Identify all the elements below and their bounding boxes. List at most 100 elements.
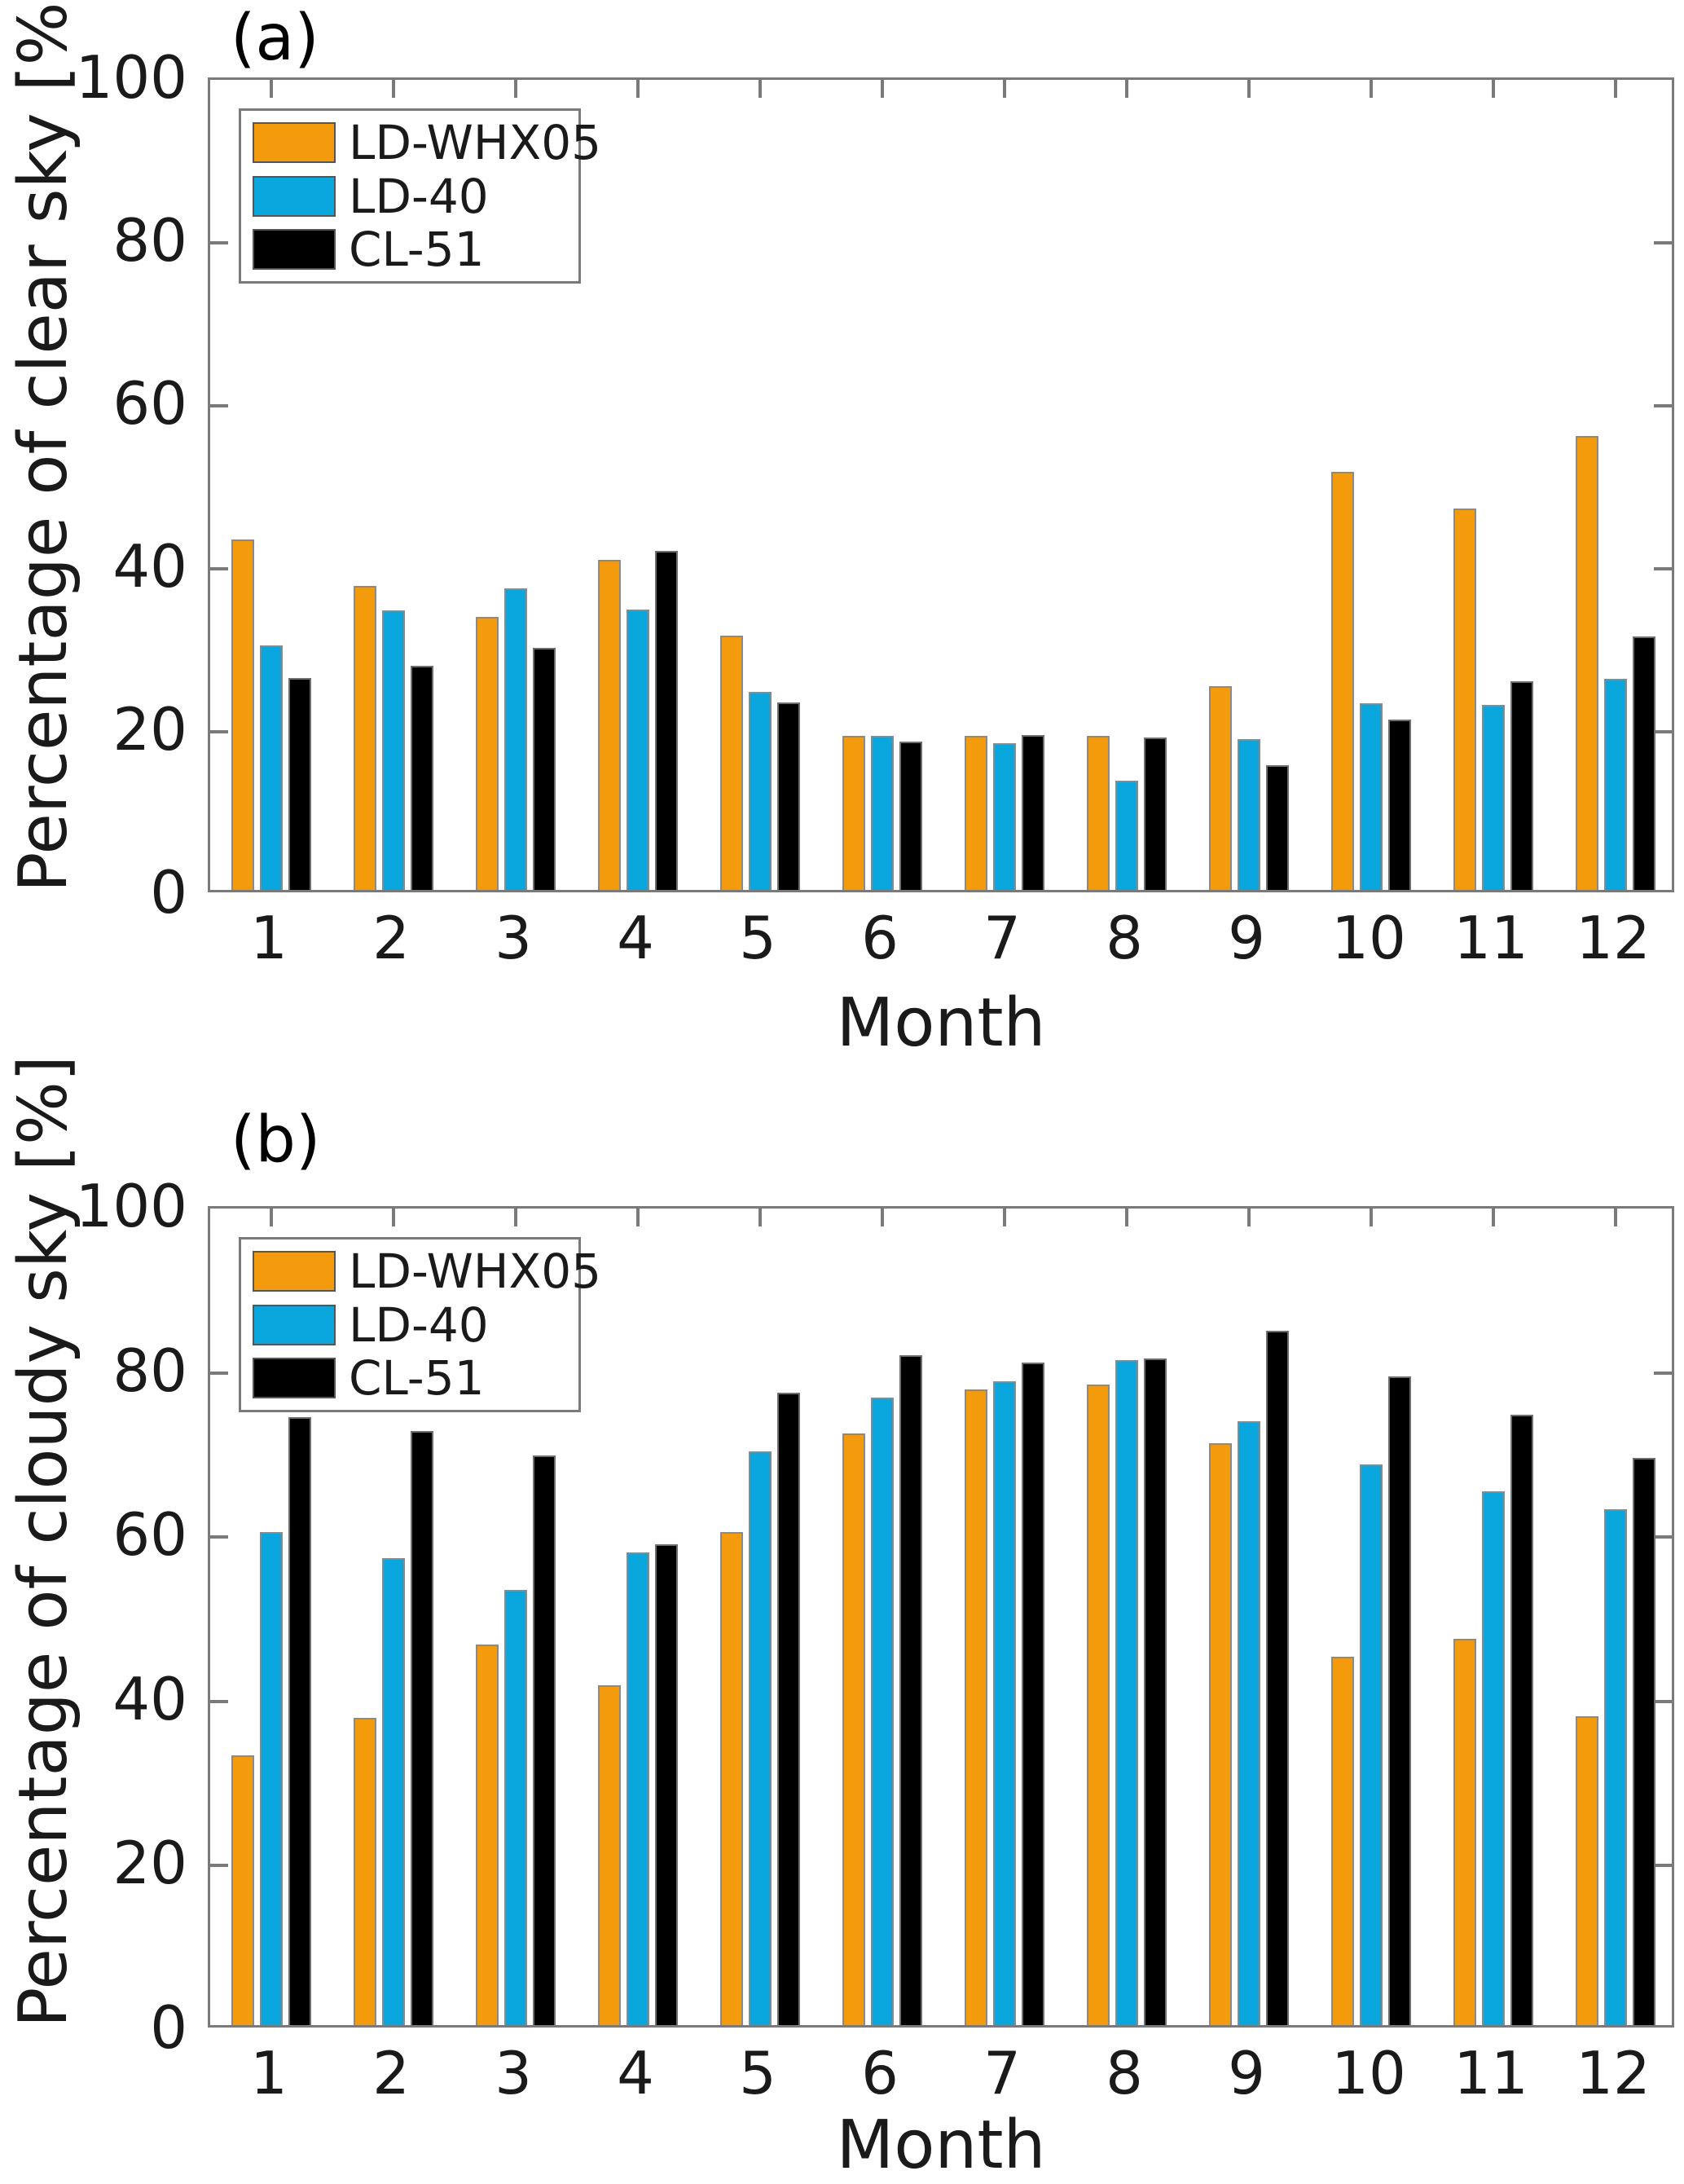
y-tick-right [1654, 1535, 1672, 1539]
bar-LD-WHX05-month-9 [1209, 686, 1232, 890]
x-tick-label: 7 [983, 904, 1021, 972]
x-tick-top [1492, 1209, 1495, 1226]
x-tick-top [514, 80, 517, 98]
y-tick-right [1654, 1699, 1672, 1703]
x-tick-top [758, 1209, 762, 1226]
x-tick-label: 12 [1576, 904, 1651, 972]
legend-swatch-black [253, 228, 336, 270]
x-tick-label: 11 [1453, 2039, 1528, 2107]
bar-LD-WHX05-month-10 [1331, 472, 1354, 890]
legend-swatch-blue [253, 175, 336, 217]
x-tick-top [1614, 80, 1617, 98]
y-tick-left [210, 1699, 228, 1703]
bar-CL-51-month-7 [1022, 1362, 1044, 2025]
bar-CL-51-month-4 [655, 551, 678, 890]
bar-LD-40-month-8 [1115, 1359, 1138, 2025]
panel-a: (a) Percentage of clear sky [%] LD-WHX05… [0, 0, 1684, 1084]
y-tick-label: 100 [75, 43, 187, 112]
bar-LD-40-month-10 [1360, 1464, 1383, 2025]
x-tick-label: 8 [1106, 904, 1143, 972]
x-tick-label: 4 [617, 904, 654, 972]
bar-LD-WHX05-month-11 [1453, 509, 1476, 890]
panel-b-x-axis-title: Month [836, 2107, 1046, 2184]
x-tick-label: 12 [1576, 2039, 1651, 2107]
x-tick-label: 11 [1453, 904, 1528, 972]
bar-CL-51-month-4 [655, 1544, 678, 2025]
bar-LD-WHX05-month-7 [965, 736, 987, 890]
y-tick-right [1654, 404, 1672, 407]
y-tick-left [210, 730, 228, 733]
bar-CL-51-month-10 [1388, 720, 1411, 890]
bar-CL-51-month-2 [411, 666, 433, 890]
bar-LD-40-month-1 [260, 1532, 283, 2025]
legend-swatch-orange [253, 122, 336, 164]
y-tick-right [1654, 241, 1672, 244]
legend-label: CL-51 [349, 221, 485, 277]
panel-b-legend: LD-WHX05 LD-40 CL-51 [239, 1237, 601, 1412]
bar-LD-40-month-1 [260, 645, 283, 890]
legend-item: LD-40 [241, 172, 578, 221]
bar-LD-WHX05-month-6 [842, 1433, 865, 2025]
x-tick-top [1492, 80, 1495, 98]
bar-CL-51-month-8 [1144, 738, 1167, 890]
y-tick-right [1654, 1864, 1672, 1868]
bar-LD-WHX05-month-1 [231, 1755, 254, 2025]
bar-LD-WHX05-month-12 [1576, 1716, 1598, 2025]
bar-CL-51-month-12 [1633, 636, 1655, 890]
x-tick-top [514, 1209, 517, 1226]
legend-item: CL-51 [241, 225, 578, 274]
x-tick-top [1370, 80, 1373, 98]
y-tick-label: 0 [150, 858, 187, 927]
legend-label: LD-40 [349, 1297, 489, 1353]
legend-swatch-black [253, 1357, 336, 1398]
bar-LD-40-month-12 [1604, 679, 1627, 890]
bar-LD-WHX05-month-2 [354, 1718, 376, 2025]
bar-CL-51-month-12 [1633, 1458, 1655, 2025]
y-tick-left [210, 404, 228, 407]
bar-LD-40-month-6 [871, 736, 894, 890]
panel-b-y-axis-title: Percentage of cloudy sky [%] [5, 1055, 82, 2028]
x-tick-label: 8 [1106, 2039, 1143, 2107]
bar-LD-40-month-6 [871, 1397, 894, 2025]
panel-a-x-axis-title: Month [836, 984, 1046, 1062]
x-tick-label: 4 [617, 2039, 654, 2107]
y-tick-label: 60 [112, 369, 187, 438]
panel-b-plot-area: LD-WHX05 LD-40 CL-51 [208, 1206, 1674, 2028]
y-tick-label: 40 [112, 532, 187, 601]
y-tick-left [210, 1535, 228, 1539]
x-tick-top [392, 80, 395, 98]
bar-CL-51-month-10 [1388, 1376, 1411, 2025]
x-tick-top [1614, 1209, 1617, 1226]
bar-LD-WHX05-month-10 [1331, 1657, 1354, 2025]
panel-a-y-axis-title: Percentage of clear sky [%] [5, 0, 82, 892]
x-tick-top [270, 1209, 273, 1226]
bar-LD-40-month-3 [504, 588, 527, 890]
x-tick-top [1003, 1209, 1006, 1226]
x-tick-top [270, 80, 273, 98]
x-tick-top [1125, 80, 1128, 98]
bar-LD-WHX05-month-6 [842, 736, 865, 890]
x-tick-top [758, 80, 762, 98]
bar-CL-51-month-9 [1266, 1331, 1289, 2025]
bar-LD-40-month-7 [993, 1380, 1016, 2025]
bar-LD-40-month-7 [993, 743, 1016, 890]
x-tick-label: 3 [495, 904, 532, 972]
bar-LD-40-month-11 [1482, 1490, 1505, 2025]
y-tick-label: 80 [112, 206, 187, 275]
legend-item: LD-WHX05 [241, 1247, 601, 1296]
y-tick-left [210, 1371, 228, 1375]
bar-CL-51-month-1 [288, 678, 311, 890]
y-tick-label: 20 [112, 695, 187, 764]
bar-LD-40-month-4 [627, 1552, 649, 2025]
bar-LD-WHX05-month-2 [354, 586, 376, 890]
bar-LD-WHX05-month-3 [476, 617, 499, 890]
x-tick-label: 6 [861, 2039, 899, 2107]
bar-CL-51-month-2 [411, 1431, 433, 2025]
legend-label: LD-WHX05 [349, 1244, 602, 1300]
bar-CL-51-month-6 [899, 742, 922, 890]
panel-a-plot-area: LD-WHX05 LD-40 CL-51 [208, 77, 1674, 892]
bar-CL-51-month-3 [533, 1455, 556, 2025]
bar-LD-WHX05-month-4 [598, 560, 621, 890]
x-tick-top [636, 80, 640, 98]
